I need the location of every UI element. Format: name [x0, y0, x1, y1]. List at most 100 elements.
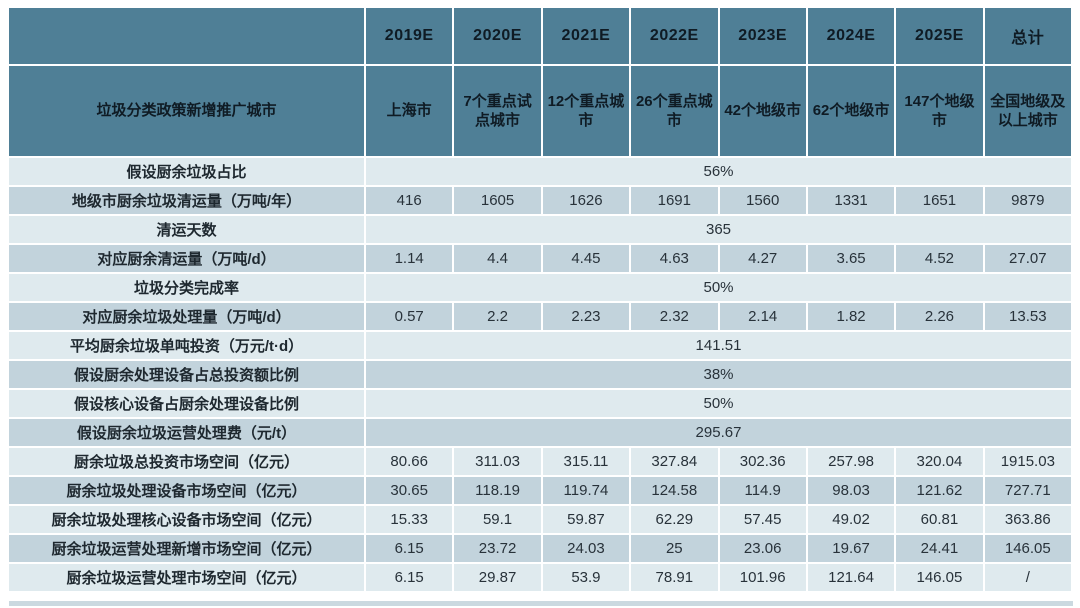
row-label: 厨余垃圾总投资市场空间（亿元）	[9, 448, 364, 475]
value-cell: 302.36	[719, 448, 806, 475]
value-cell: 1605	[454, 187, 541, 214]
city-header-cell: 12个重点城市	[542, 66, 630, 156]
city-header-cell: 7个重点试点城市	[454, 66, 541, 156]
row-label: 垃圾分类完成率	[9, 274, 364, 301]
row-label: 对应厨余垃圾处理量（万吨/d）	[9, 303, 364, 330]
table-row: 假设核心设备占厨余处理设备比例 50%	[9, 390, 1071, 417]
value-cell: 49.02	[807, 506, 895, 533]
table-row: 厨余垃圾运营处理新增市场空间（亿元） 6.15 23.72 24.03 25 23.06 1…	[9, 535, 1071, 562]
value-cell: 0.57	[366, 303, 453, 330]
corner-cell	[9, 8, 364, 64]
value-cell: 80.66	[366, 448, 453, 475]
value-cell: 416	[366, 187, 453, 214]
year-header-cell: 2022E	[631, 8, 718, 64]
table-row: 清运天数 365	[9, 216, 1071, 243]
value-cell: 1651	[896, 187, 983, 214]
value-cell: 4.52	[896, 245, 983, 272]
value-cell: 6.15	[366, 535, 453, 562]
value-cell: 1560	[719, 187, 806, 214]
value-cell: 118.19	[454, 477, 541, 504]
value-cell: 2.32	[631, 303, 718, 330]
value-cell: 2.23	[542, 303, 630, 330]
year-header-cell: 2019E	[366, 8, 453, 64]
value-cell: 315.11	[542, 448, 630, 475]
value-cell: 114.9	[719, 477, 806, 504]
value-cell: 19.67	[807, 535, 895, 562]
table-row: 假设厨余垃圾运营处理费（元/t） 295.67	[9, 419, 1071, 446]
table-row: 对应厨余清运量（万吨/d） 1.14 4.4 4.45 4.63 4.27 3.65 4.52…	[9, 245, 1071, 272]
table-body: 假设厨余垃圾占比 56% 地级市厨余垃圾清运量（万吨/年） 416 1605 1626 16…	[9, 158, 1071, 591]
row-label: 平均厨余垃圾单吨投资（万元/t·d）	[9, 332, 364, 359]
table-row: 厨余垃圾总投资市场空间（亿元） 80.66 311.03 315.11 327.84 30…	[9, 448, 1071, 475]
value-cell: 4.63	[631, 245, 718, 272]
row-label: 地级市厨余垃圾清运量（万吨/年）	[9, 187, 364, 214]
value-cell: 78.91	[631, 564, 718, 591]
value-cell: 119.74	[542, 477, 630, 504]
value-cell: 1915.03	[984, 448, 1071, 475]
city-header-cell: 26个重点城市	[631, 66, 718, 156]
merged-value-cell: 50%	[366, 274, 1071, 301]
value-cell: 6.15	[366, 564, 453, 591]
value-cell: 101.96	[719, 564, 806, 591]
table-row: 厨余垃圾处理核心设备市场空间（亿元） 15.33 59.1 59.87 62.29 57.…	[9, 506, 1071, 533]
city-header-cell: 62个地级市	[807, 66, 895, 156]
value-cell: 4.27	[719, 245, 806, 272]
row-label: 对应厨余清运量（万吨/d）	[9, 245, 364, 272]
value-cell: /	[984, 564, 1071, 591]
table-row: 垃圾分类完成率 50%	[9, 274, 1071, 301]
year-header-row: 2019E 2020E 2021E 2022E 2023E 2024E 2025…	[9, 8, 1071, 64]
table-row: 对应厨余垃圾处理量（万吨/d） 0.57 2.2 2.23 2.32 2.14 1.82 2.…	[9, 303, 1071, 330]
value-cell: 4.4	[454, 245, 541, 272]
value-cell: 121.64	[807, 564, 895, 591]
value-cell: 146.05	[896, 564, 983, 591]
merged-value-cell: 141.51	[366, 332, 1071, 359]
table-row: 厨余垃圾处理设备市场空间（亿元） 30.65 118.19 119.74 124.58 1…	[9, 477, 1071, 504]
value-cell: 311.03	[454, 448, 541, 475]
value-cell: 24.03	[542, 535, 630, 562]
value-cell: 60.81	[896, 506, 983, 533]
value-cell: 2.2	[454, 303, 541, 330]
value-cell: 59.87	[542, 506, 630, 533]
row-label-header: 垃圾分类政策新增推广城市	[9, 66, 364, 156]
value-cell: 1.14	[366, 245, 453, 272]
row-label: 假设厨余处理设备占总投资额比例	[9, 361, 364, 388]
value-cell: 363.86	[984, 506, 1071, 533]
table-header: 2019E 2020E 2021E 2022E 2023E 2024E 2025…	[9, 8, 1071, 156]
city-header-cell: 上海市	[366, 66, 453, 156]
row-label: 厨余垃圾运营处理市场空间（亿元）	[9, 564, 364, 591]
value-cell: 13.53	[984, 303, 1071, 330]
value-cell: 25	[631, 535, 718, 562]
table-row: 地级市厨余垃圾清运量（万吨/年） 416 1605 1626 1691 1560 1331 1…	[9, 187, 1071, 214]
value-cell: 121.62	[896, 477, 983, 504]
value-cell: 727.71	[984, 477, 1071, 504]
value-cell: 24.41	[896, 535, 983, 562]
year-header-cell: 2021E	[542, 8, 630, 64]
value-cell: 320.04	[896, 448, 983, 475]
value-cell: 1.82	[807, 303, 895, 330]
value-cell: 2.14	[719, 303, 806, 330]
year-header-cell: 2020E	[454, 8, 541, 64]
value-cell: 15.33	[366, 506, 453, 533]
merged-value-cell: 295.67	[366, 419, 1071, 446]
total-header-cell: 总计	[984, 8, 1071, 64]
row-label: 假设厨余垃圾运营处理费（元/t）	[9, 419, 364, 446]
value-cell: 9879	[984, 187, 1071, 214]
table-row: 假设厨余垃圾占比 56%	[9, 158, 1071, 185]
row-label: 假设核心设备占厨余处理设备比例	[9, 390, 364, 417]
table-row: 厨余垃圾运营处理市场空间（亿元） 6.15 29.87 53.9 78.91 101.96…	[9, 564, 1071, 591]
value-cell: 59.1	[454, 506, 541, 533]
merged-value-cell: 50%	[366, 390, 1071, 417]
merged-value-cell: 56%	[366, 158, 1071, 185]
value-cell: 124.58	[631, 477, 718, 504]
value-cell: 257.98	[807, 448, 895, 475]
merged-value-cell: 38%	[366, 361, 1071, 388]
value-cell: 2.26	[896, 303, 983, 330]
value-cell: 62.29	[631, 506, 718, 533]
year-header-cell: 2025E	[896, 8, 983, 64]
value-cell: 27.07	[984, 245, 1071, 272]
value-cell: 327.84	[631, 448, 718, 475]
row-label: 厨余垃圾处理核心设备市场空间（亿元）	[9, 506, 364, 533]
value-cell: 4.45	[542, 245, 630, 272]
value-cell: 23.72	[454, 535, 541, 562]
